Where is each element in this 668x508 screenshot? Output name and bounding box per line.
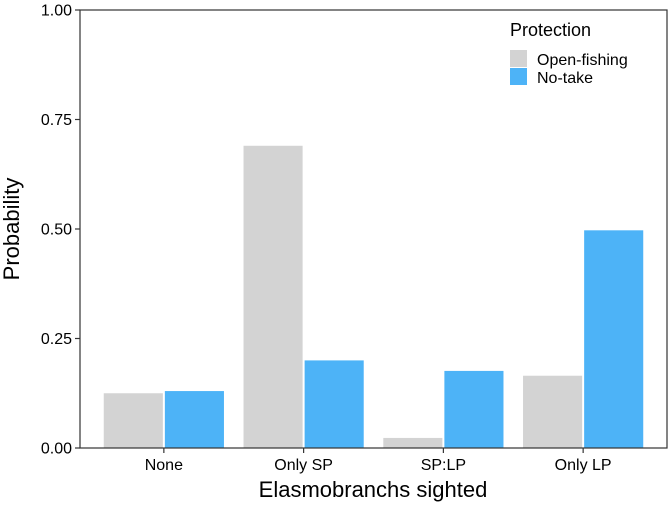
bar-open-fishing: [523, 375, 583, 448]
y-tick-label: 1.00: [41, 3, 72, 20]
plot-frame: [79, 9, 668, 449]
x-tick-labels: None Only SP SP:LP Only LP: [145, 457, 612, 474]
y-tick-label: 0.50: [41, 222, 72, 239]
legend-swatch-open-fishing: [510, 50, 527, 67]
x-axis-title: Elasmobranchs sighted: [259, 477, 488, 502]
bars: [103, 145, 644, 448]
bar-open-fishing: [383, 437, 443, 448]
bar-no-take: [584, 230, 644, 448]
legend-swatch-no-take: [510, 68, 527, 85]
y-tick-label: 0.75: [41, 112, 72, 129]
legend-label-open-fishing: Open-fishing: [537, 52, 628, 69]
y-tick-label: 0.00: [41, 441, 72, 458]
x-tick-label: SP:LP: [421, 457, 466, 474]
y-ticks: [75, 9, 80, 449]
y-tick-label: 0.25: [41, 331, 72, 348]
bar-no-take: [444, 370, 504, 448]
x-ticks: [163, 448, 584, 453]
bar-no-take: [164, 391, 224, 448]
x-tick-label: Only LP: [555, 457, 612, 474]
bar-no-take: [304, 360, 364, 448]
x-tick-label: None: [145, 457, 183, 474]
legend: Protection Open-fishing No-take: [510, 20, 628, 87]
legend-label-no-take: No-take: [537, 70, 593, 87]
legend-title: Protection: [510, 20, 591, 40]
y-tick-labels: 0.00 0.25 0.50 0.75 1.00: [41, 3, 72, 458]
bar-open-fishing: [103, 393, 163, 448]
y-axis-title: Probability: [0, 178, 24, 281]
bar-open-fishing: [243, 145, 303, 448]
x-tick-label: Only SP: [274, 457, 333, 474]
